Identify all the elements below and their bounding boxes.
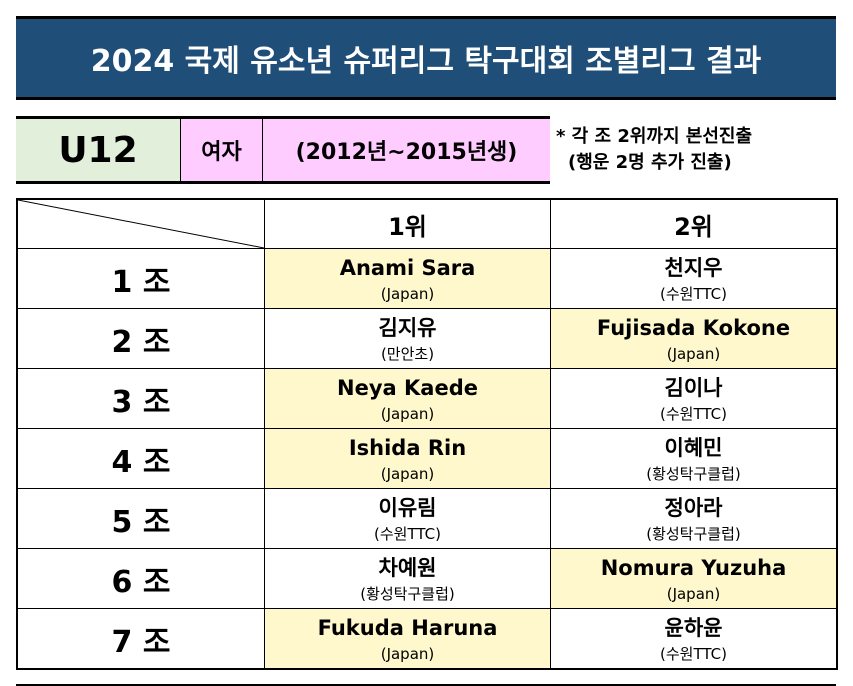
player-club: (황성탁구클럽) [646,524,741,543]
table-row: 3 조 Neya Kaede (Japan) 김이나 (수원TTC) [16,368,838,429]
note-line-1: * 각 조 2위까지 본선진출 [556,126,753,147]
player-name: 김지유 [378,315,437,340]
header-first-place: 1위 [264,198,551,249]
diagonal-corner-cell [16,198,265,249]
first-place-cell: Neya Kaede (Japan) [264,368,551,429]
player-name: Fujisada Kokone [596,315,791,340]
player-club: (수원TTC) [660,644,727,663]
second-place-cell: 김이나 (수원TTC) [550,368,838,429]
first-place-cell: 이유림 (수원TTC) [264,488,551,549]
group-label: 1 조 [16,248,265,309]
second-place-cell: 천지우 (수원TTC) [550,248,838,309]
first-place-cell: 차예원 (황성탁구클럽) [264,548,551,609]
second-place-cell: 윤하윤 (수원TTC) [550,608,838,670]
first-place-cell: Anami Sara (Japan) [264,248,551,309]
group-label: 2 조 [16,308,265,369]
group-label: 4 조 [16,428,265,489]
table-row: 7 조 Fukuda Haruna (Japan) 윤하윤 (수원TTC) [16,608,838,670]
table-row: 5 조 이유림 (수원TTC) 정아라 (황성탁구클럽) [16,488,838,549]
group-label: 3 조 [16,368,265,429]
first-place-cell: Ishida Rin (Japan) [264,428,551,489]
page-title: 2024 국제 유소년 슈퍼리그 탁구대회 조별리그 결과 [16,16,836,100]
player-club: (Japan) [666,584,721,603]
category-cell: U12 [16,116,181,184]
player-club: (만안초) [380,344,435,363]
table-row: 1 조 Anami Sara (Japan) 천지우 (수원TTC) [16,248,838,309]
player-club: (수원TTC) [374,524,441,543]
player-name: Nomura Yuzuha [600,555,787,580]
second-place-cell: 정아라 (황성탁구클럽) [550,488,838,549]
player-club: (Japan) [666,344,721,363]
player-name: 차예원 [378,555,437,580]
player-club: (수원TTC) [660,404,727,423]
player-club: (Japan) [380,644,435,663]
second-place-cell: Nomura Yuzuha (Japan) [550,548,838,609]
bottom-divider [16,684,836,686]
player-club: (황성탁구클럽) [646,464,741,483]
player-club: (수원TTC) [660,284,727,303]
player-name: Ishida Rin [348,435,467,460]
birth-range-cell: (2012년~2015년생) [263,116,550,184]
note-line-2: (행운 2명 추가 진출) [568,152,732,173]
header-row: 1위 2위 [16,198,838,249]
player-name: 윤하윤 [664,615,723,640]
group-label: 5 조 [16,488,265,549]
second-place-cell: 이혜민 (황성탁구클럽) [550,428,838,489]
player-name: Neya Kaede [337,375,478,400]
player-club: (Japan) [380,464,435,483]
player-name: 이유림 [378,495,437,520]
table-row: 4 조 Ishida Rin (Japan) 이혜민 (황성탁구클럽) [16,428,838,489]
advancement-note: * 각 조 2위까지 본선진출 (행운 2명 추가 진출) [556,124,752,176]
player-name: Fukuda Haruna [317,615,498,640]
group-label: 7 조 [16,608,265,670]
first-place-cell: Fukuda Haruna (Japan) [264,608,551,670]
second-place-cell: Fujisada Kokone (Japan) [550,308,838,369]
header-second-place: 2위 [550,198,838,249]
player-club: (Japan) [380,284,435,303]
table-row: 2 조 김지유 (만안초) Fujisada Kokone (Japan) [16,308,838,369]
player-name: 정아라 [664,495,723,520]
gender-cell: 여자 [181,116,263,184]
player-name: 천지우 [664,255,723,280]
table-row: 6 조 차예원 (황성탁구클럽) Nomura Yuzuha (Japan) [16,548,838,609]
first-place-cell: 김지유 (만안초) [264,308,551,369]
player-name: Anami Sara [339,255,476,280]
player-club: (황성탁구클럽) [360,584,455,603]
group-label: 6 조 [16,548,265,609]
player-name: 김이나 [664,375,723,400]
player-name: 이혜민 [664,435,723,460]
player-club: (Japan) [380,404,435,423]
